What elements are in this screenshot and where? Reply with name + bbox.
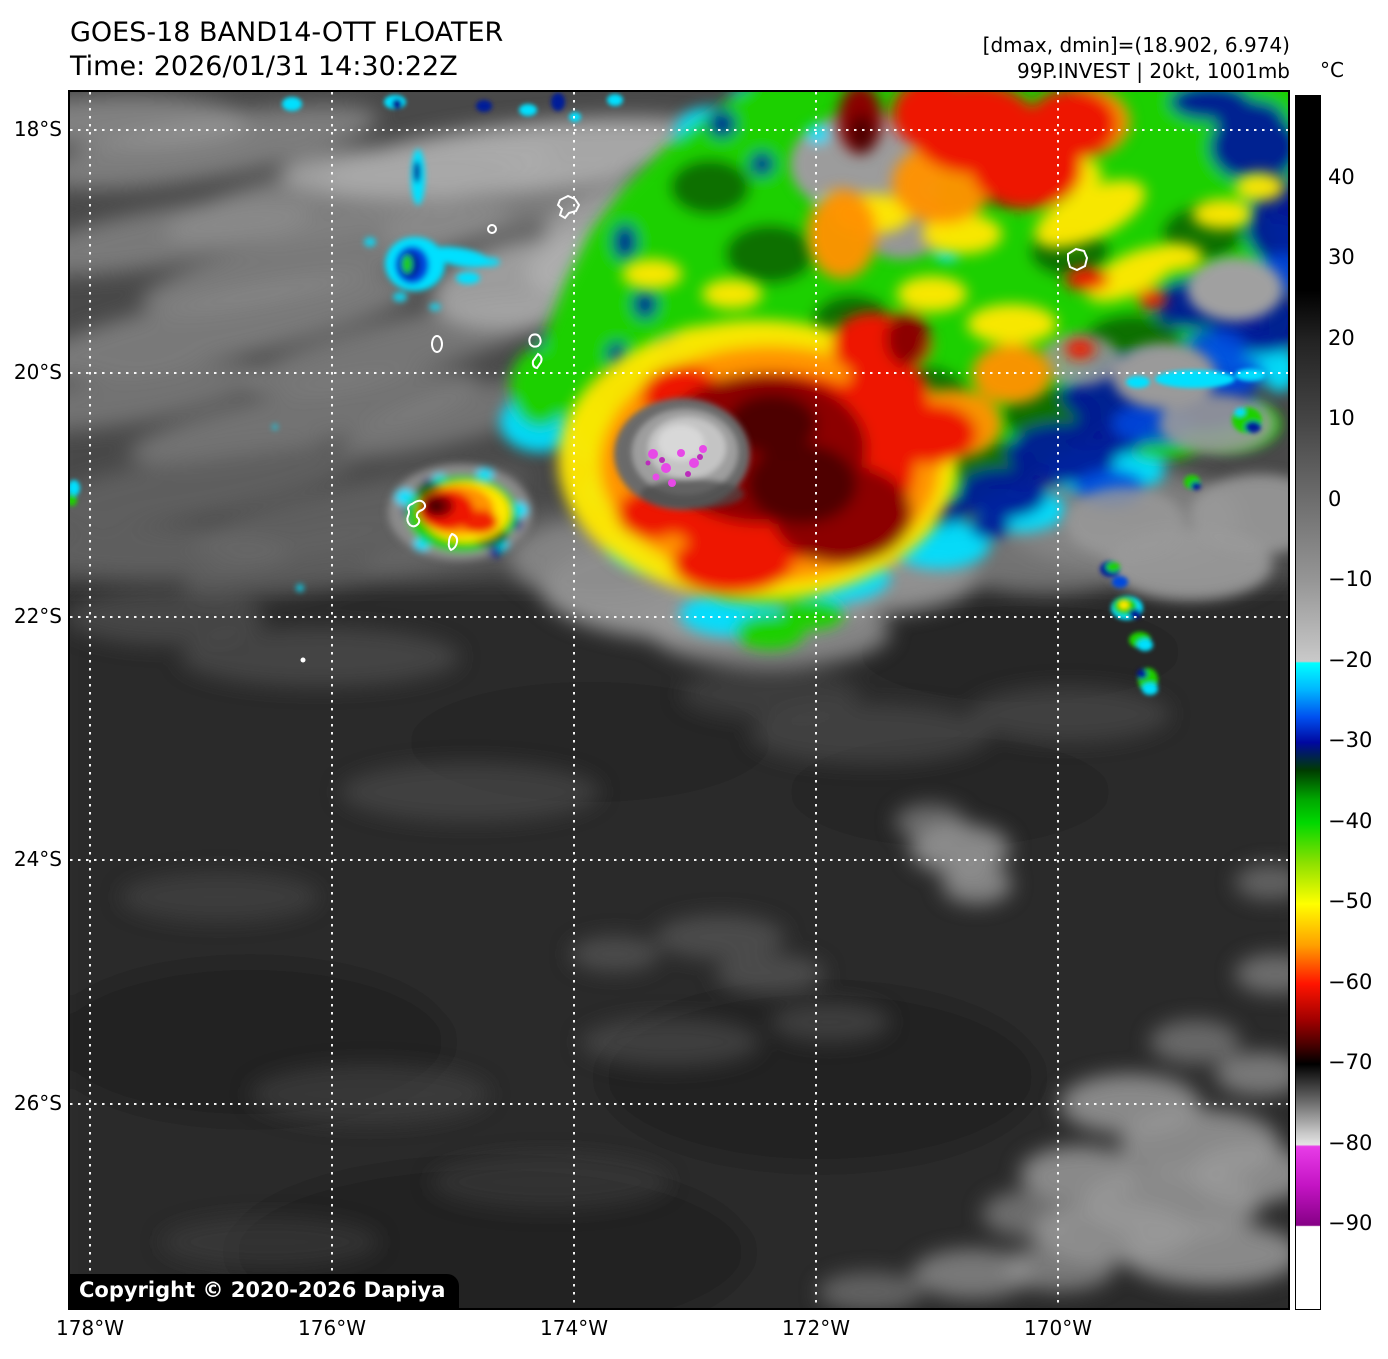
colorbar: [1295, 95, 1321, 1310]
satellite-map: Copyright © 2020-2026 Dapiya: [68, 90, 1290, 1310]
colorbar-tick: −50: [1328, 889, 1373, 913]
colorbar-tick: 0: [1328, 487, 1342, 511]
timestamp: Time: 2026/01/31 14:30:22Z: [70, 51, 458, 82]
lat-tick-label: 24°S: [13, 847, 62, 871]
lon-tick-label: 178°W: [56, 1316, 124, 1340]
colorbar-unit: °C: [1320, 58, 1344, 82]
colorbar-tick: 30: [1328, 245, 1355, 269]
lon-tick-label: 176°W: [298, 1316, 366, 1340]
upper-left-cell: [272, 149, 500, 592]
page-title: GOES-18 BAND14-OTT FLOATER: [70, 17, 504, 48]
colorbar-tick: −10: [1328, 567, 1373, 591]
island-contours: [300, 194, 1089, 663]
copyright-badge: Copyright © 2020-2026 Dapiya: [70, 1274, 460, 1308]
colorbar-tick: 40: [1328, 165, 1355, 189]
satellite-imagery: [70, 92, 1288, 1308]
tonga-storm-cell: [388, 464, 532, 560]
title-block: GOES-18 BAND14-OTT FLOATER Time: 2026/01…: [70, 16, 503, 84]
colorbar-tick: −80: [1328, 1131, 1373, 1155]
colorbar-tick: −40: [1328, 809, 1373, 833]
colorbar-tick: 10: [1328, 406, 1355, 430]
colorbar-tick: 20: [1328, 326, 1355, 350]
annotation-block: [dmax, dmin]=(18.902, 6.974) 99P.INVEST …: [983, 32, 1290, 84]
graticule: [70, 92, 1288, 1308]
magenta-pixels: [645, 445, 707, 487]
lon-tick-label: 172°W: [782, 1316, 850, 1340]
lon-tick-label: 170°W: [1024, 1316, 1092, 1340]
lat-tick-label: 26°S: [13, 1091, 62, 1115]
right-side-cells: [70, 369, 1265, 695]
dmax-dmin-annotation: [dmax, dmin]=(18.902, 6.974): [982, 33, 1290, 57]
colorbar-tick: −20: [1328, 648, 1373, 672]
lat-tick-label: 22°S: [13, 604, 62, 628]
lon-tick-label: 174°W: [540, 1316, 608, 1340]
colorbar-tick: −30: [1328, 728, 1373, 752]
top-edge-specks: [282, 93, 623, 122]
lat-tick-label: 20°S: [13, 360, 62, 384]
colorbar-tick: −60: [1328, 970, 1373, 994]
colorbar-tick: −70: [1328, 1050, 1373, 1074]
storm-annotation: 99P.INVEST | 20kt, 1001mb: [1017, 59, 1290, 83]
colorbar-tick: −90: [1328, 1211, 1373, 1235]
lat-tick-label: 18°S: [13, 117, 62, 141]
